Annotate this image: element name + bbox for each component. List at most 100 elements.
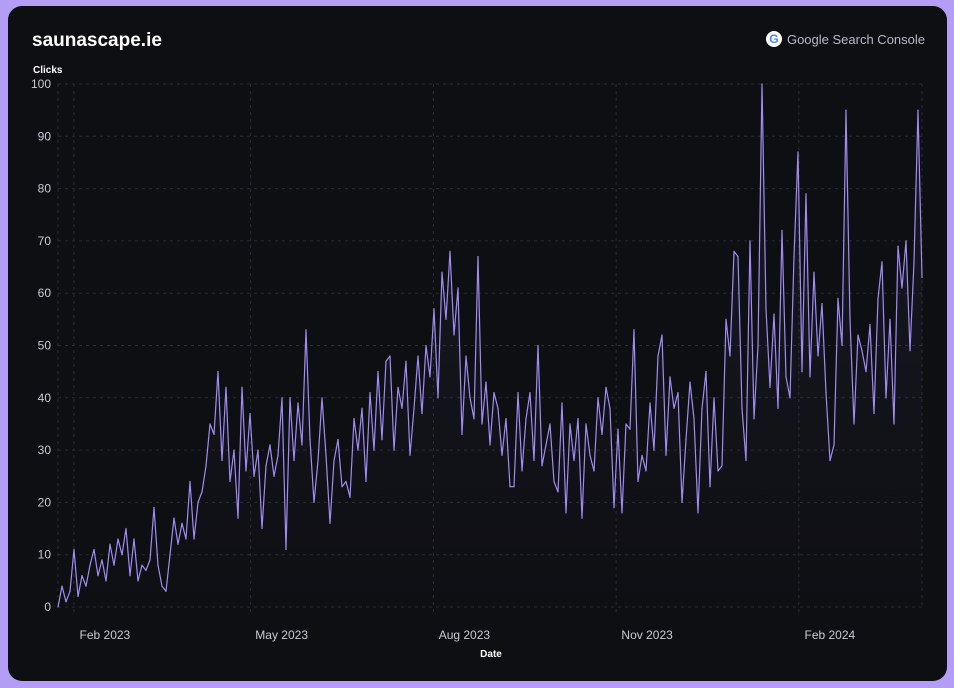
data-point bbox=[441, 271, 443, 273]
data-point bbox=[857, 334, 859, 336]
data-point bbox=[801, 371, 803, 373]
data-point bbox=[609, 407, 611, 409]
data-point bbox=[333, 459, 335, 462]
data-point bbox=[681, 501, 683, 503]
source-label: G Google Search Console bbox=[765, 31, 925, 47]
data-point bbox=[125, 527, 127, 530]
data-point bbox=[461, 433, 463, 436]
data-point bbox=[781, 229, 783, 232]
data-point bbox=[393, 449, 395, 451]
data-point bbox=[669, 376, 671, 378]
data-point bbox=[773, 313, 775, 315]
data-point bbox=[345, 480, 347, 483]
y-tick-label: 0 bbox=[44, 600, 51, 614]
data-point bbox=[289, 397, 291, 399]
data-point bbox=[613, 507, 615, 509]
data-point bbox=[657, 355, 659, 357]
data-point bbox=[325, 454, 327, 456]
data-point bbox=[861, 350, 863, 352]
data-point bbox=[869, 323, 871, 326]
data-point bbox=[133, 538, 135, 540]
data-point bbox=[189, 480, 191, 483]
data-point bbox=[713, 397, 715, 399]
data-point bbox=[209, 423, 211, 425]
data-point bbox=[101, 559, 103, 561]
y-tick-label: 40 bbox=[38, 391, 52, 405]
data-point bbox=[229, 480, 231, 483]
data-point bbox=[197, 501, 199, 503]
data-point bbox=[741, 407, 743, 409]
x-tick-label: Feb 2023 bbox=[80, 628, 131, 642]
data-point bbox=[865, 371, 867, 373]
data-point bbox=[505, 418, 507, 420]
data-point bbox=[93, 548, 95, 551]
data-point bbox=[881, 261, 883, 263]
data-point bbox=[637, 480, 639, 483]
data-point bbox=[201, 491, 203, 493]
x-tick-label: Aug 2023 bbox=[439, 628, 491, 642]
data-point bbox=[237, 517, 239, 519]
data-point bbox=[749, 240, 751, 242]
data-point bbox=[837, 297, 839, 300]
data-point bbox=[845, 109, 847, 111]
data-point bbox=[885, 397, 887, 399]
data-point bbox=[849, 318, 851, 320]
data-point bbox=[253, 475, 255, 477]
data-point bbox=[545, 444, 547, 446]
data-point bbox=[185, 538, 187, 540]
data-point bbox=[793, 255, 795, 258]
data-point bbox=[217, 371, 219, 373]
data-point bbox=[633, 329, 635, 331]
data-point bbox=[581, 517, 583, 519]
data-point bbox=[621, 512, 623, 514]
google-g-icon: G bbox=[765, 31, 782, 47]
data-point bbox=[81, 575, 83, 577]
data-point bbox=[817, 355, 819, 357]
data-point bbox=[501, 454, 503, 456]
data-point bbox=[841, 344, 843, 347]
data-point bbox=[261, 527, 263, 530]
data-point bbox=[385, 360, 387, 362]
data-point bbox=[753, 418, 755, 420]
data-point bbox=[173, 517, 175, 519]
data-point bbox=[309, 439, 311, 441]
data-point bbox=[77, 595, 79, 598]
data-point bbox=[509, 486, 511, 488]
data-point bbox=[105, 580, 107, 582]
data-point bbox=[341, 486, 343, 488]
y-axis-label: Clicks bbox=[33, 65, 63, 76]
data-point bbox=[733, 250, 735, 252]
data-point bbox=[737, 255, 739, 258]
data-point bbox=[129, 575, 131, 577]
data-point bbox=[721, 465, 723, 467]
data-point bbox=[305, 329, 307, 331]
data-point bbox=[213, 433, 215, 436]
data-point bbox=[833, 444, 835, 446]
data-point bbox=[921, 276, 923, 279]
data-point bbox=[141, 564, 143, 566]
data-point bbox=[729, 355, 731, 357]
data-point bbox=[853, 423, 855, 425]
data-point bbox=[797, 151, 799, 153]
data-point bbox=[413, 407, 415, 409]
data-point bbox=[777, 407, 779, 409]
data-point bbox=[877, 297, 879, 300]
data-point bbox=[61, 585, 63, 587]
data-point bbox=[705, 371, 707, 373]
data-point bbox=[409, 454, 411, 456]
data-point bbox=[693, 418, 695, 420]
data-point bbox=[541, 465, 543, 467]
data-point bbox=[297, 402, 299, 404]
data-point bbox=[121, 554, 123, 556]
data-point bbox=[205, 465, 207, 467]
data-point bbox=[417, 355, 419, 357]
data-point bbox=[117, 538, 119, 540]
data-point bbox=[589, 454, 591, 456]
data-point bbox=[661, 334, 663, 336]
data-point bbox=[889, 318, 891, 320]
data-point bbox=[673, 407, 675, 409]
data-point bbox=[265, 465, 267, 467]
data-point bbox=[233, 449, 235, 451]
data-point bbox=[901, 287, 903, 289]
